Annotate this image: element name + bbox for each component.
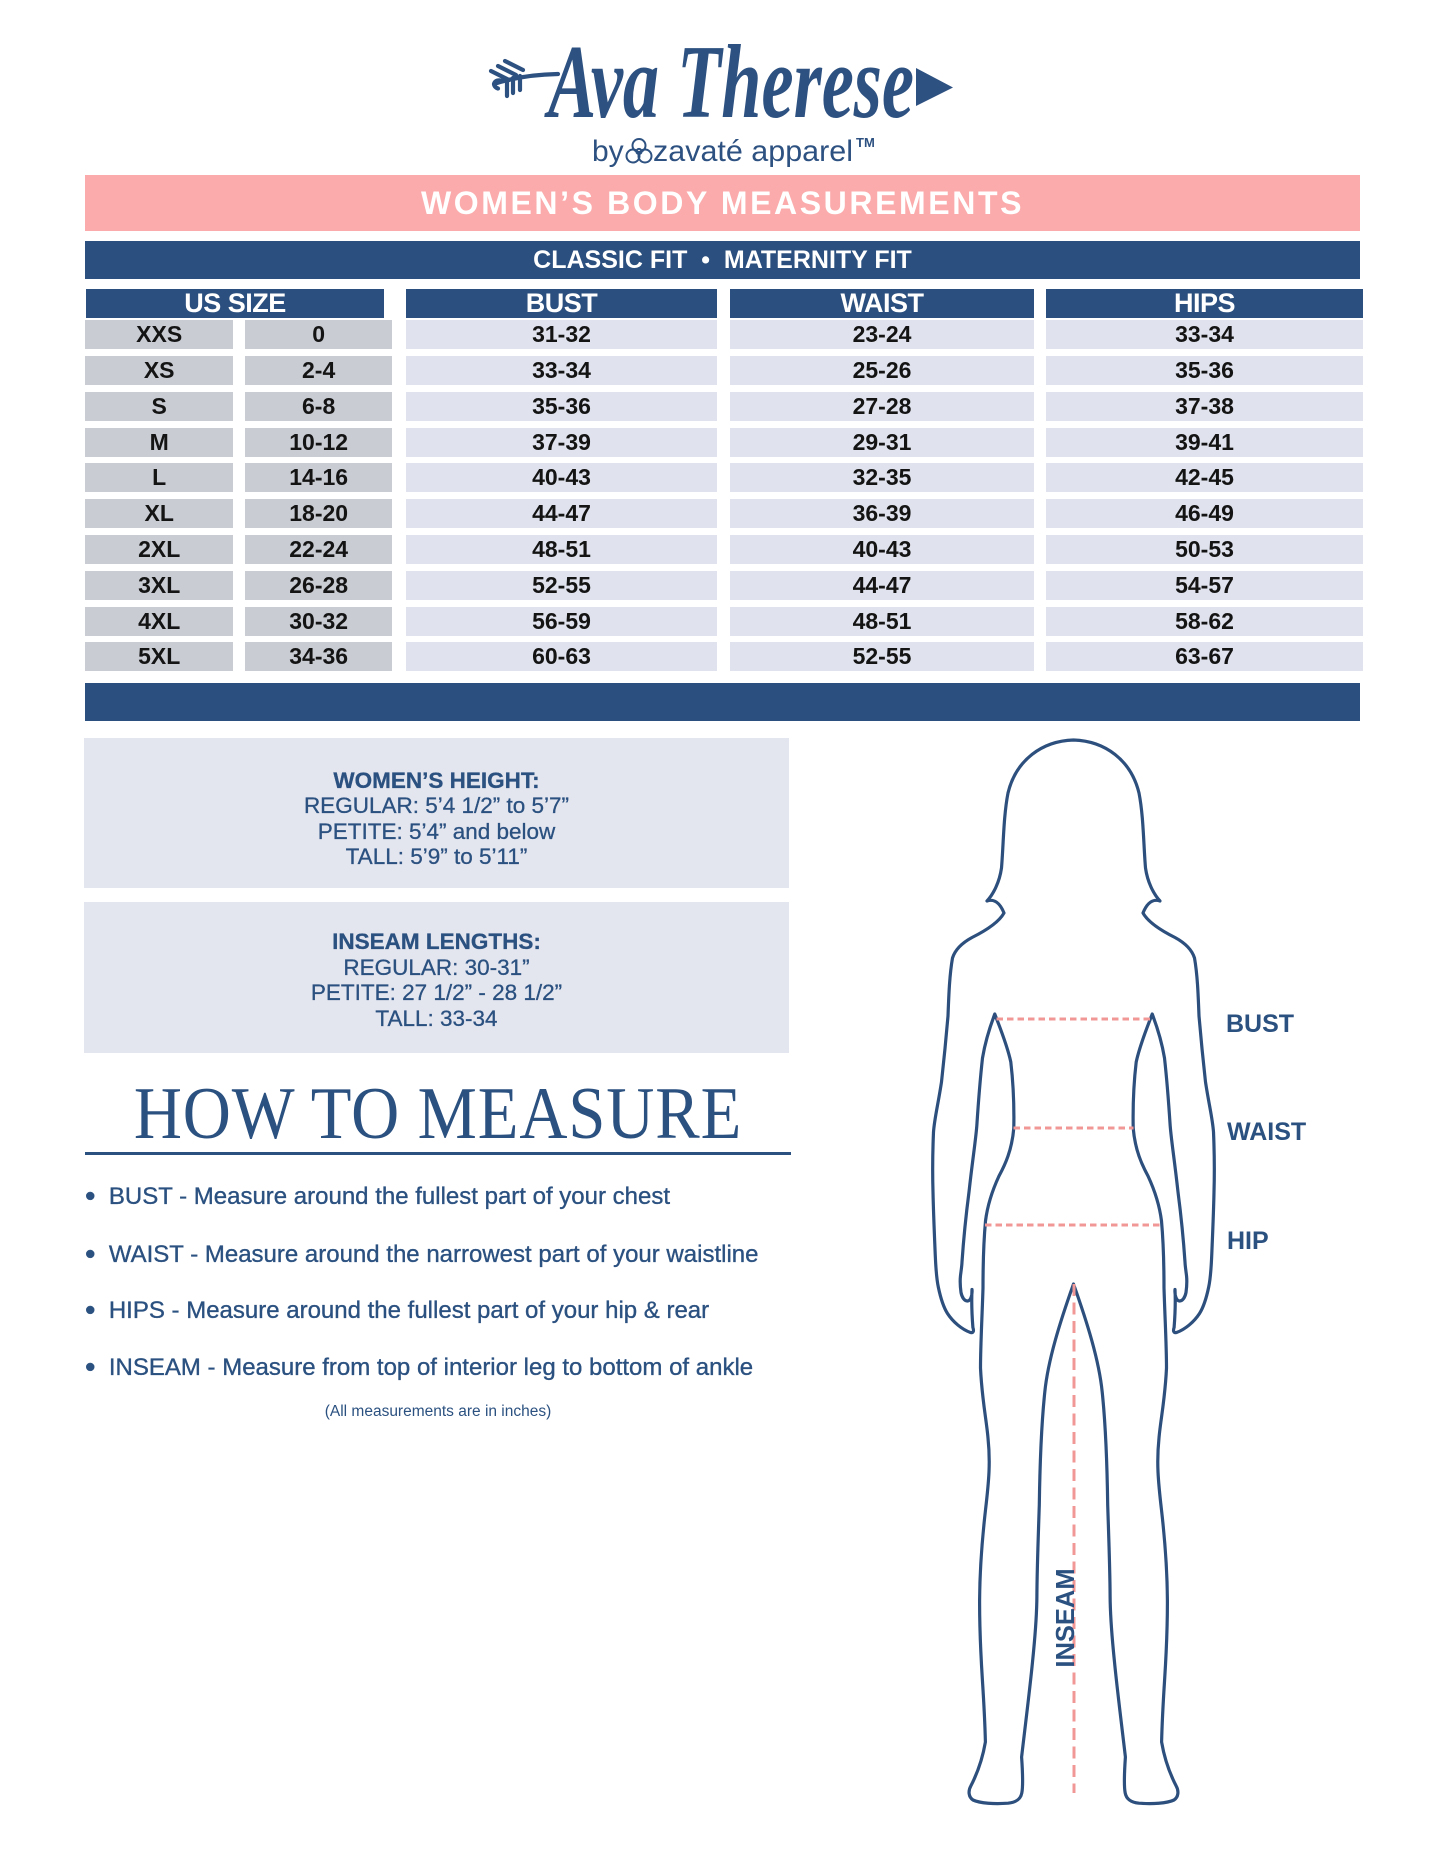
svg-text:zavaté apparel: zavaté apparel (653, 135, 853, 168)
svg-text:TM: TM (856, 135, 875, 150)
svg-text:HIP: HIP (1227, 1227, 1269, 1255)
svg-text:BUST: BUST (1226, 1010, 1294, 1038)
svg-text:INSEAM: INSEAM (1052, 1568, 1080, 1667)
svg-text:WAIST: WAIST (1227, 1118, 1306, 1146)
svg-text:Ava Therese: Ava Therese (544, 25, 914, 140)
svg-text:by: by (592, 135, 624, 168)
